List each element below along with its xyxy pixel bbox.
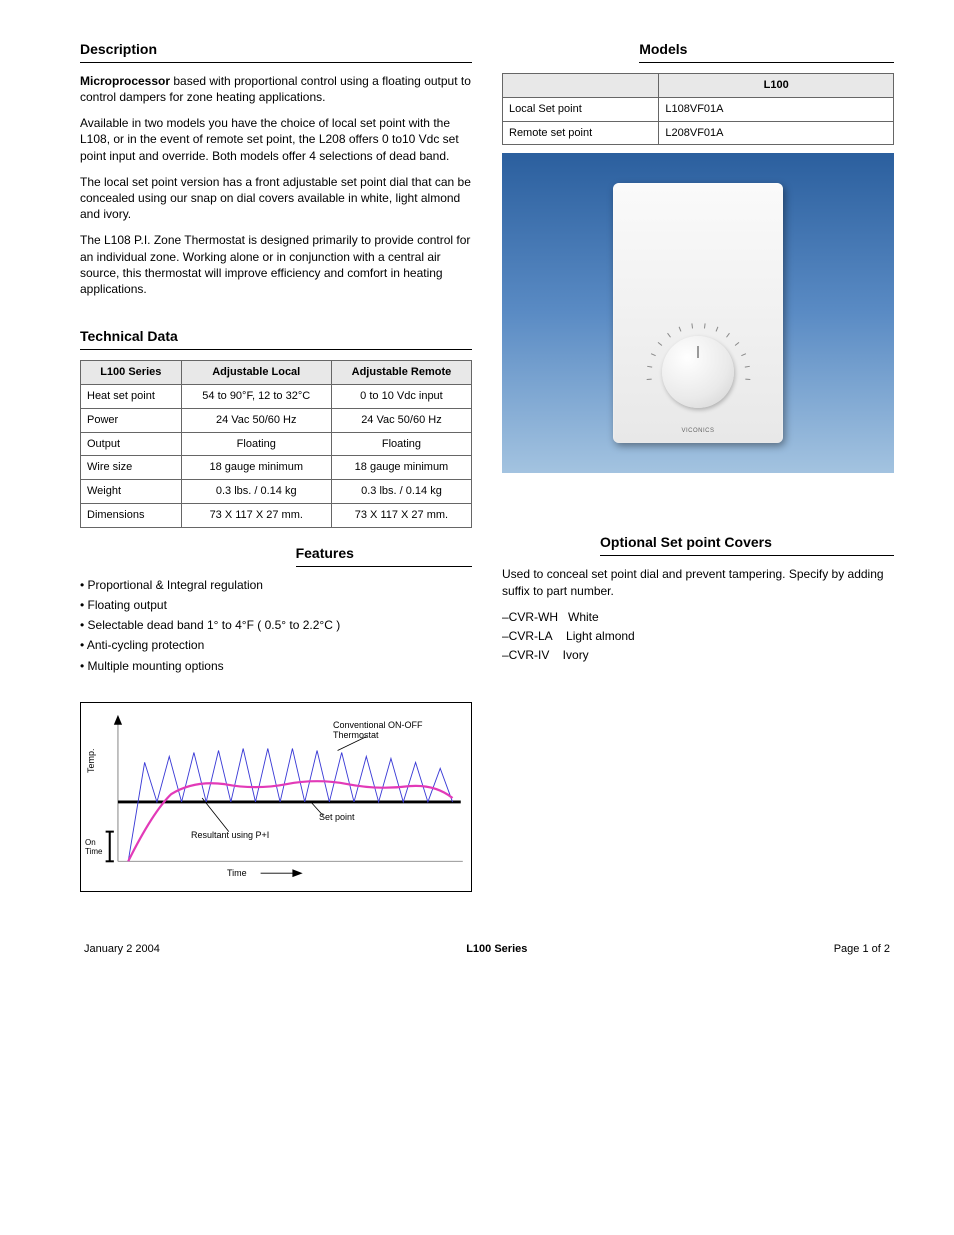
description-paragraph: Available in two models you have the cho… bbox=[80, 115, 472, 164]
feature-item: • Floating output bbox=[80, 597, 472, 613]
table-cell: Wire size bbox=[81, 456, 182, 480]
table-cell: Remote set point bbox=[503, 121, 659, 145]
features-heading: Features bbox=[296, 544, 472, 567]
technical-data-table: L100 Series Adjustable Local Adjustable … bbox=[80, 360, 472, 528]
table-cell: 73 X 117 X 27 mm. bbox=[181, 504, 331, 528]
table-row: Remote set pointL208VF01A bbox=[503, 121, 894, 145]
table-cell: 18 gauge minimum bbox=[181, 456, 331, 480]
content-columns: Description Microprocessor based with pr… bbox=[80, 40, 894, 892]
table-cell: 73 X 117 X 27 mm. bbox=[331, 504, 471, 528]
product-photo: VICONICS bbox=[502, 153, 894, 473]
cover-option-item: –CVR-IV Ivory bbox=[502, 647, 894, 663]
optional-covers-heading: Optional Set point Covers bbox=[600, 533, 894, 556]
table-cell: Local Set point bbox=[503, 97, 659, 121]
description-paragraph: The local set point version has a front … bbox=[80, 174, 472, 223]
technical-data-heading: Technical Data bbox=[80, 327, 472, 350]
table-cell: Output bbox=[81, 432, 182, 456]
table-cell: L208VF01A bbox=[659, 121, 894, 145]
feature-item: • Selectable dead band 1° to 4°F ( 0.5° … bbox=[80, 617, 472, 633]
chart-setpoint-label: Set point bbox=[319, 813, 355, 823]
features-list: • Proportional & Integral regulation • Fl… bbox=[80, 577, 472, 674]
table-cell: 24 Vac 50/60 Hz bbox=[181, 408, 331, 432]
cover-option-item: –CVR-WH White bbox=[502, 609, 894, 625]
table-row: Dimensions73 X 117 X 27 mm.73 X 117 X 27… bbox=[81, 504, 472, 528]
table-cell: 24 Vac 50/60 Hz bbox=[331, 408, 471, 432]
cover-option-item: –CVR-LA Light almond bbox=[502, 628, 894, 644]
table-row: OutputFloatingFloating bbox=[81, 432, 472, 456]
table-cell: L108VF01A bbox=[659, 97, 894, 121]
table-row: Local Set pointL108VF01A bbox=[503, 97, 894, 121]
brand-badge: VICONICS bbox=[681, 427, 714, 435]
table-row: Power24 Vac 50/60 Hz24 Vac 50/60 Hz bbox=[81, 408, 472, 432]
models-col-header: L100 bbox=[659, 73, 894, 97]
table-cell: Dimensions bbox=[81, 504, 182, 528]
chart-resultant-label: Resultant using P+I bbox=[191, 831, 301, 841]
optional-covers-text: Used to conceal set point dial and preve… bbox=[502, 566, 894, 598]
table-row: Wire size18 gauge minimum18 gauge minimu… bbox=[81, 456, 472, 480]
footer-date: January 2 2004 bbox=[84, 942, 160, 957]
footer-title: L100 Series bbox=[466, 942, 527, 957]
table-cell: 0.3 lbs. / 0.14 kg bbox=[181, 480, 331, 504]
table-cell: Power bbox=[81, 408, 182, 432]
table-cell: Weight bbox=[81, 480, 182, 504]
models-heading: Models bbox=[639, 40, 894, 63]
thermostat-illustration: VICONICS bbox=[613, 183, 783, 443]
table-row: Heat set point54 to 90°F, 12 to 32°C0 to… bbox=[81, 384, 472, 408]
chart-time-label: Time bbox=[227, 869, 247, 879]
description-paragraph: Microprocessor based with proportional c… bbox=[80, 73, 472, 105]
page-footer: January 2 2004 L100 Series Page 1 of 2 bbox=[80, 942, 894, 957]
thermostat-dial bbox=[662, 336, 734, 408]
footer-page: Page 1 of 2 bbox=[834, 942, 890, 957]
table-cell: 0 to 10 Vdc input bbox=[331, 384, 471, 408]
table-cell: Heat set point bbox=[81, 384, 182, 408]
description-paragraph: The L108 P.I. Zone Thermostat is designe… bbox=[80, 232, 472, 297]
models-col-header bbox=[503, 73, 659, 97]
feature-item: • Multiple mounting options bbox=[80, 658, 472, 674]
table-cell: 18 gauge minimum bbox=[331, 456, 471, 480]
chart-yaxis-label: Temp. bbox=[87, 748, 97, 773]
right-column: Models L100 Local Set pointL108VF01ARemo… bbox=[502, 40, 894, 892]
chart-ontime-label: On Time bbox=[85, 839, 109, 857]
left-column: Description Microprocessor based with pr… bbox=[80, 40, 472, 892]
optional-covers-list: –CVR-WH White –CVR-LA Light almond –CVR-IV… bbox=[502, 609, 894, 664]
table-cell: 0.3 lbs. / 0.14 kg bbox=[331, 480, 471, 504]
feature-item: • Proportional & Integral regulation bbox=[80, 577, 472, 593]
tech-col-header: Adjustable Local bbox=[181, 361, 331, 385]
feature-item: • Anti-cycling protection bbox=[80, 637, 472, 653]
chart-conventional-label: Conventional ON-OFF Thermostat bbox=[333, 721, 453, 741]
pi-vs-onoff-chart: Temp. Conventional ON-OFF Thermostat Res… bbox=[80, 702, 472, 892]
tech-col-header: Adjustable Remote bbox=[331, 361, 471, 385]
models-table: L100 Local Set pointL108VF01ARemote set … bbox=[502, 73, 894, 146]
table-cell: Floating bbox=[181, 432, 331, 456]
description-heading: Description bbox=[80, 40, 472, 63]
table-cell: Floating bbox=[331, 432, 471, 456]
tech-col-header: L100 Series bbox=[81, 361, 182, 385]
table-cell: 54 to 90°F, 12 to 32°C bbox=[181, 384, 331, 408]
desc-lead-word: Microprocessor bbox=[80, 74, 170, 88]
table-row: Weight0.3 lbs. / 0.14 kg0.3 lbs. / 0.14 … bbox=[81, 480, 472, 504]
